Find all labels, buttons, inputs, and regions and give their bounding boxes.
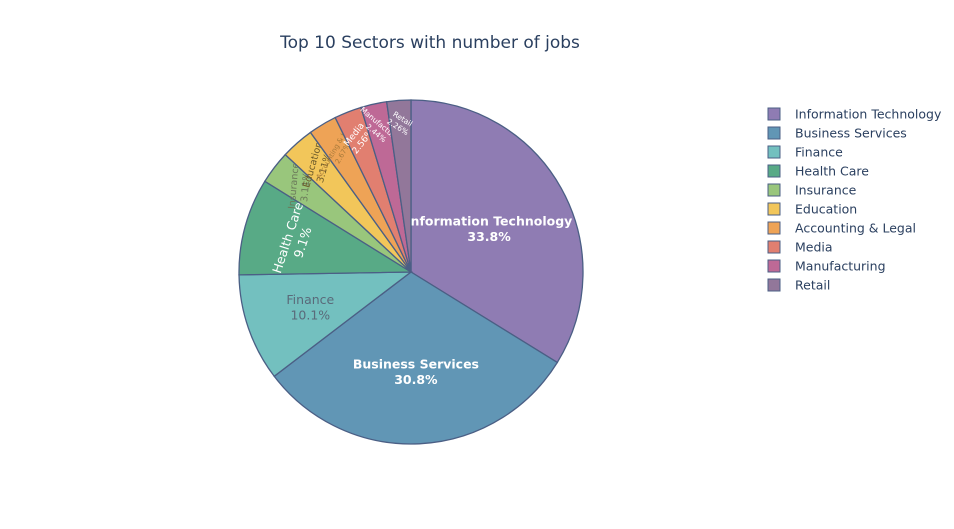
slice-label-percent: 10.1%	[290, 308, 330, 323]
legend-item-finance[interactable]: Finance	[767, 145, 843, 160]
slice-label-name: Insurance	[287, 162, 302, 210]
legend-label: Retail	[795, 278, 830, 293]
legend-label: Insurance	[795, 183, 857, 198]
pie-slice-retail[interactable]	[385, 99, 412, 273]
pie-slice-finance[interactable]	[238, 271, 413, 378]
slice-label-name: Information Technology	[406, 213, 572, 228]
slice-label-percent: 33.8%	[467, 229, 511, 244]
legend: Information Technology Business Services F…	[767, 107, 942, 293]
pie-slice-business-services[interactable]	[273, 271, 559, 445]
legend-swatch	[767, 107, 781, 121]
legend-swatch	[767, 259, 781, 273]
legend-item-accounting-and-legal[interactable]: Accounting & Legal	[767, 221, 916, 236]
pie-slice-information-technology[interactable]	[410, 99, 584, 364]
legend-item-health-care[interactable]: Health Care	[767, 164, 869, 179]
legend-item-retail[interactable]: Retail	[767, 278, 830, 293]
legend-item-insurance[interactable]: Insurance	[767, 183, 857, 198]
legend-swatch	[767, 145, 781, 159]
legend-swatch	[767, 278, 781, 292]
legend-item-information-technology[interactable]: Information Technology	[767, 107, 942, 122]
legend-label: Manufacturing	[795, 259, 886, 274]
legend-swatch	[767, 164, 781, 178]
legend-swatch	[767, 126, 781, 140]
chart-title: Top 10 Sectors with number of jobs	[280, 33, 580, 53]
legend-label: Education	[795, 202, 857, 217]
legend-swatch	[767, 240, 781, 254]
slice-label-name: Business Services	[353, 356, 479, 371]
legend-label: Finance	[795, 145, 843, 160]
legend-item-education[interactable]: Education	[767, 202, 857, 217]
legend-label: Business Services	[795, 126, 907, 141]
legend-label: Health Care	[795, 164, 869, 179]
legend-item-manufacturing[interactable]: Manufacturing	[767, 259, 886, 274]
legend-label: Information Technology	[795, 107, 942, 122]
legend-swatch	[767, 183, 781, 197]
legend-label: Media	[795, 240, 833, 255]
slice-label-percent: 30.8%	[394, 372, 438, 387]
slice-label-percent: 3.11%	[299, 171, 313, 202]
legend-label: Accounting & Legal	[795, 221, 916, 236]
legend-swatch	[767, 221, 781, 235]
legend-item-media[interactable]: Media	[767, 240, 833, 255]
pie-slice-health-care[interactable]	[238, 180, 414, 276]
legend-swatch	[767, 202, 781, 216]
legend-item-business-services[interactable]: Business Services	[767, 126, 907, 141]
slice-label-name: Finance	[286, 292, 334, 307]
